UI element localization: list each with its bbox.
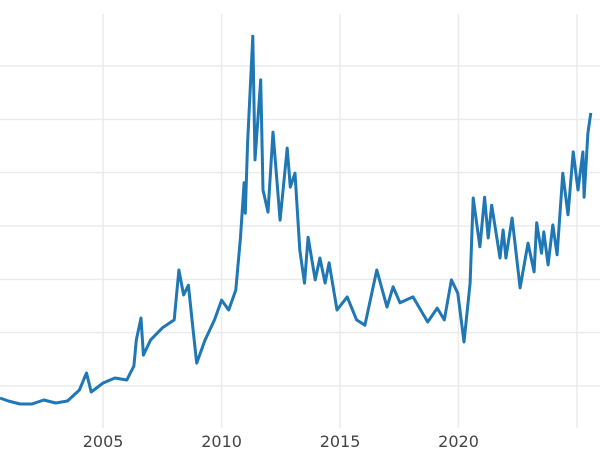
x-tick-label: 2015 xyxy=(320,432,361,450)
x-tick-label: 2005 xyxy=(83,432,124,450)
series-line xyxy=(0,34,593,406)
x-tick-label: 2010 xyxy=(201,432,242,450)
x-tick-label: 2020 xyxy=(438,432,479,450)
x-axis-tick-labels: 2005 2010 2015 2020 xyxy=(83,432,479,450)
gridlines xyxy=(0,14,600,428)
series-layer xyxy=(0,34,593,406)
